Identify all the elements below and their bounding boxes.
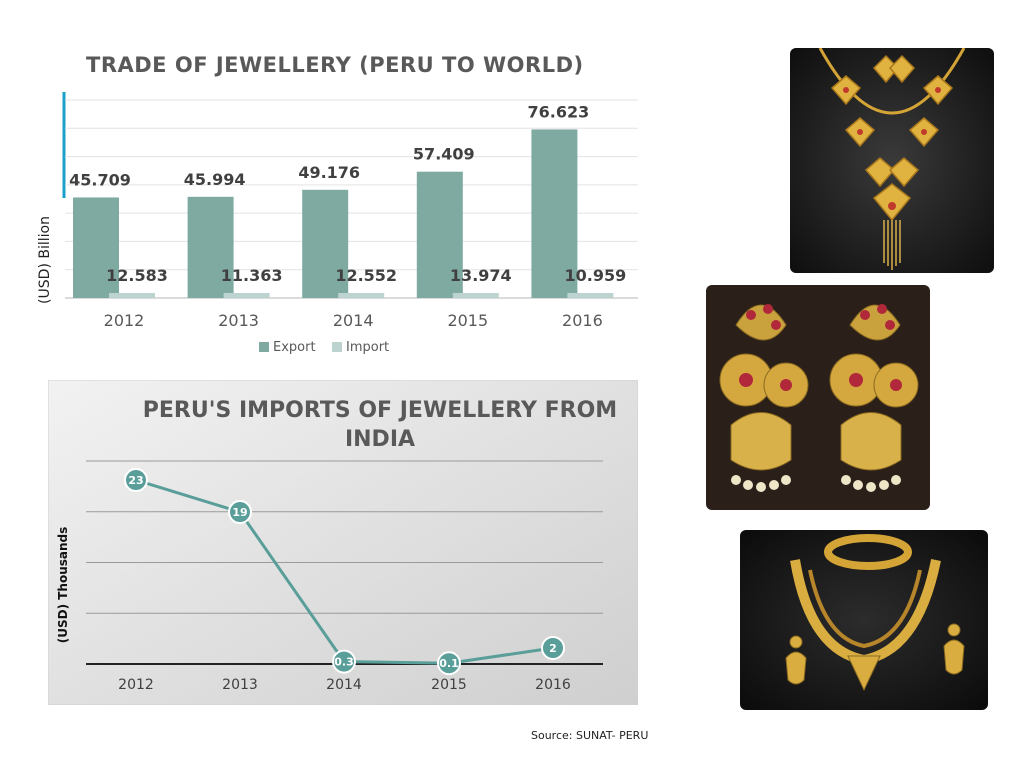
trade-bar-chart: TRADE OF JEWELLERY (PERU TO WORLD) 45.70… — [37, 53, 638, 355]
category-2016: 2016 — [562, 311, 603, 330]
bar-import-2012 — [109, 293, 155, 298]
label-export-2016: 76.623 — [528, 102, 590, 121]
point-2013 — [228, 500, 252, 525]
bar-import-2013 — [223, 293, 270, 298]
label-import-2014: 12.552 — [335, 266, 397, 285]
category-2014: 2014 — [333, 311, 374, 330]
chart2-points: 23 19 0.3 0.1 2 — [124, 468, 565, 676]
point-label-2012: 23 — [128, 474, 143, 487]
chart1-y-axis-label: (USD) Billion — [37, 216, 53, 304]
chart1-legend: Export Import — [259, 340, 389, 355]
jhumka-earrings-photo — [706, 285, 930, 510]
source-note: Source: SUNAT- PERU — [531, 729, 649, 742]
label-import-2013: 11.363 — [221, 266, 283, 285]
point-2014 — [332, 649, 356, 674]
chart2-y-axis-label: (USD) Thousands — [56, 527, 70, 644]
point-2015 — [437, 651, 461, 676]
chart1-bars — [73, 129, 614, 298]
gold-necklace-photo — [790, 48, 994, 273]
legend-export-swatch — [259, 342, 269, 352]
bar-export-2013 — [187, 196, 234, 298]
category-2012: 2012 — [104, 311, 145, 330]
bar-export-2014 — [302, 189, 349, 298]
chart2-category-2012: 2012 — [118, 677, 154, 693]
bar-import-2016 — [567, 293, 614, 298]
bar-export-2016 — [531, 129, 578, 298]
bar-export-2012 — [73, 197, 119, 298]
chart2-category-2015: 2015 — [431, 677, 467, 693]
legend-import-label: Import — [346, 340, 389, 355]
chart1-category-labels: 2012 2013 2014 2015 2016 — [104, 311, 603, 330]
bar-import-2015 — [452, 293, 499, 298]
label-export-2012: 45.709 — [69, 170, 131, 189]
chart2-gridlines — [86, 460, 603, 665]
label-export-2014: 49.176 — [298, 163, 360, 182]
chart2-category-2016: 2016 — [535, 677, 571, 693]
bar-export-2015 — [416, 171, 463, 298]
chart2-title-line1: PERU'S IMPORTS OF JEWELLERY FROM — [143, 398, 617, 423]
chart2-title-line2: INDIA — [345, 427, 415, 452]
point-label-2015: 0.1 — [439, 657, 459, 670]
label-import-2016: 10.959 — [565, 266, 627, 285]
legend-import-swatch — [332, 342, 342, 352]
point-label-2013: 19 — [232, 506, 247, 519]
legend-export-label: Export — [273, 340, 316, 355]
imports-line-chart: PERU'S IMPORTS OF JEWELLERY FROM INDIA 2… — [48, 380, 638, 705]
point-label-2014: 0.3 — [334, 656, 354, 669]
label-export-2013: 45.994 — [184, 170, 246, 189]
point-2016 — [541, 636, 565, 661]
chart1-data-labels: 45.709 12.583 45.994 11.363 49.176 12.552 57.4… — [69, 102, 626, 285]
point-2012 — [124, 468, 148, 493]
chart1-title: TRADE OF JEWELLERY (PERU TO WORLD) — [86, 53, 584, 77]
chart2-category-2014: 2014 — [326, 677, 362, 693]
label-export-2015: 57.409 — [413, 145, 475, 164]
label-import-2015: 13.974 — [450, 266, 512, 285]
point-label-2016: 2 — [549, 642, 557, 655]
gold-jewellery-set-photo — [740, 530, 988, 710]
category-2013: 2013 — [218, 311, 259, 330]
label-import-2012: 12.583 — [106, 266, 168, 285]
chart2-category-labels: 2012 2013 2014 2015 2016 — [118, 677, 571, 693]
chart2-category-2013: 2013 — [222, 677, 258, 693]
category-2015: 2015 — [447, 311, 488, 330]
bar-import-2014 — [338, 293, 385, 298]
